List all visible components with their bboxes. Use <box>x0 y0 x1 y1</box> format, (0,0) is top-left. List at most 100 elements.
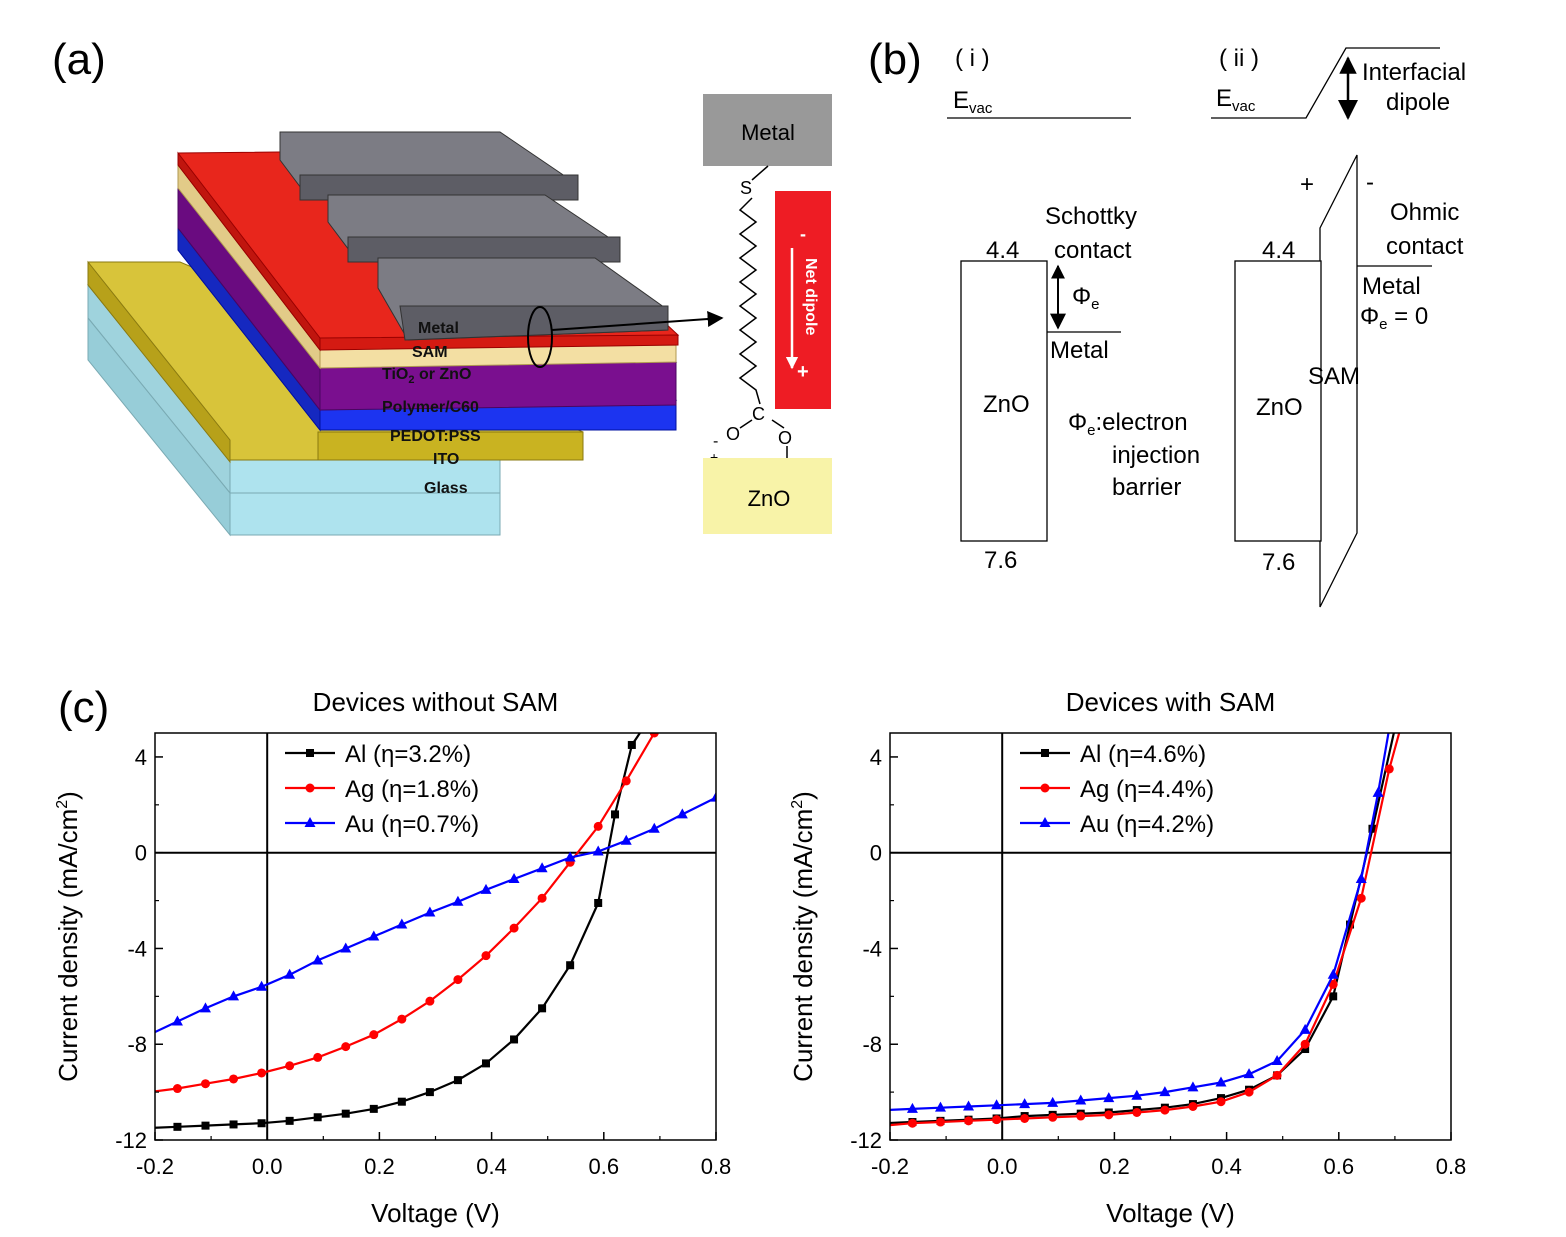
layer-label-metal: Metal <box>418 320 459 337</box>
legend-marker <box>1040 783 1050 793</box>
layer-label-pedot: PEDOT:PSS <box>390 428 481 445</box>
data-point <box>566 961 575 970</box>
metal-label-ii: Metal <box>1362 273 1421 300</box>
chart-title: Devices without SAM <box>313 687 559 717</box>
y-tick-label: 4 <box>870 745 882 770</box>
data-point <box>480 883 492 894</box>
chart-title: Devices with SAM <box>1066 687 1276 717</box>
vb-value-ii: 7.6 <box>1262 549 1295 576</box>
data-point <box>481 951 491 961</box>
y-tick-label: -12 <box>850 1128 882 1153</box>
data-point <box>537 893 547 903</box>
data-point <box>396 918 408 929</box>
x-tick-label: 0.2 <box>364 1154 395 1179</box>
ohmic-label-1: Ohmic <box>1390 199 1459 226</box>
data-point <box>256 980 268 991</box>
cb-value-i: 4.4 <box>986 237 1019 264</box>
data-point <box>564 851 576 862</box>
data-point <box>639 724 647 732</box>
data-point <box>453 975 463 985</box>
panel-c-label: (c) <box>58 683 109 732</box>
y-axis-label: Current density (mA/cm2) <box>788 791 818 1082</box>
interfacial-dipole-2: dipole <box>1386 89 1450 116</box>
net-dipole-minus: - <box>800 224 806 244</box>
data-point <box>341 1109 350 1118</box>
band-diagram-i: ( i ) Evac Schottky contact 4.4 ZnO 7.6 … <box>947 45 1200 574</box>
series-line-0 <box>890 733 1395 1125</box>
x-tick-label: 0.2 <box>1099 1154 1130 1179</box>
data-point <box>992 1115 1002 1125</box>
x-tick-label: 0.4 <box>476 1154 507 1179</box>
data-point <box>229 1120 238 1129</box>
data-point <box>284 968 296 979</box>
y-tick-label: 4 <box>135 745 147 770</box>
metal-strip-3 <box>377 257 669 341</box>
series-line-2 <box>890 733 1390 1111</box>
schottky-label-2: contact <box>1054 237 1132 264</box>
x-axis-label: Voltage (V) <box>1106 1198 1235 1228</box>
phi-definition-2: injection <box>1112 442 1200 469</box>
legend-marker <box>305 783 315 793</box>
data-point <box>627 740 636 749</box>
x-tick-label: -0.2 <box>136 1154 174 1179</box>
jv-chart-without-sam: -0.2 0.0 0.2 0.4 0.6 0.8 -12 -8 -4 0 4 Devices with… <box>53 687 731 1228</box>
legend-entry: Au (η=4.2%) <box>1080 811 1214 838</box>
data-point <box>621 776 631 786</box>
phi-definition-1: Φe:electron <box>1068 409 1188 439</box>
ohmic-label-2: contact <box>1386 233 1464 260</box>
data-point <box>1216 1097 1226 1107</box>
data-point <box>1300 1039 1310 1049</box>
oh-minus: - <box>713 433 718 450</box>
data-point <box>1384 764 1394 774</box>
data-point <box>907 1118 917 1128</box>
metal-strip-1 <box>279 131 579 201</box>
data-point <box>1047 1096 1059 1107</box>
data-point <box>1396 724 1405 733</box>
layer-label-sam: SAM <box>412 344 448 361</box>
data-point <box>509 923 519 933</box>
data-point <box>964 1116 974 1126</box>
y-axis-label: Current density (mA/cm2) <box>53 791 83 1082</box>
vb-value-i: 7.6 <box>984 547 1017 574</box>
data-point <box>172 1084 182 1094</box>
sam-label-ii: SAM <box>1308 363 1360 390</box>
sam-molecule-inset: Metal S C O O - + OH ZnO Net dipole - + <box>703 94 832 534</box>
data-point <box>1019 1098 1031 1109</box>
data-point <box>592 845 604 856</box>
y-tick-label: -12 <box>115 1128 147 1153</box>
data-point <box>1243 1068 1255 1079</box>
legend-entry: Ag (η=4.4%) <box>1080 776 1214 803</box>
x-tick-label: 0.4 <box>1211 1154 1242 1179</box>
inset-metal-box <box>703 94 832 166</box>
data-point <box>397 1097 406 1106</box>
data-point <box>285 1061 295 1071</box>
metal-label-i: Metal <box>1050 337 1109 364</box>
data-point <box>991 1099 1003 1110</box>
series-line-0 <box>155 733 642 1129</box>
data-point <box>906 1102 918 1113</box>
data-point <box>481 1059 490 1068</box>
oxygen-atom-left: O <box>726 424 740 444</box>
legend-entry: Al (η=3.2%) <box>345 741 471 768</box>
diagram-ii-label: ( ii ) <box>1219 45 1259 72</box>
data-point <box>257 1068 267 1078</box>
sulfur-atom: S <box>740 178 752 198</box>
data-point <box>424 906 436 917</box>
x-tick-label: 0.0 <box>252 1154 283 1179</box>
data-point <box>1299 1023 1311 1034</box>
data-point <box>594 898 603 907</box>
layer-label-polymer: Polymer/C60 <box>382 399 479 416</box>
phi-label-i: Φe <box>1072 283 1100 313</box>
data-point <box>397 1014 407 1024</box>
device-stack <box>86 131 680 537</box>
legend-entry: Ag (η=1.8%) <box>345 776 479 803</box>
band-diagram-ii: ( ii ) Evac Interfacial dipole + - Ohmic… <box>1211 45 1466 608</box>
data-point <box>1187 1081 1199 1092</box>
data-point <box>368 930 380 941</box>
dipole-minus-ii: - <box>1366 169 1374 196</box>
legend-marker <box>304 817 316 827</box>
data-point <box>676 808 688 819</box>
data-point <box>611 810 620 819</box>
